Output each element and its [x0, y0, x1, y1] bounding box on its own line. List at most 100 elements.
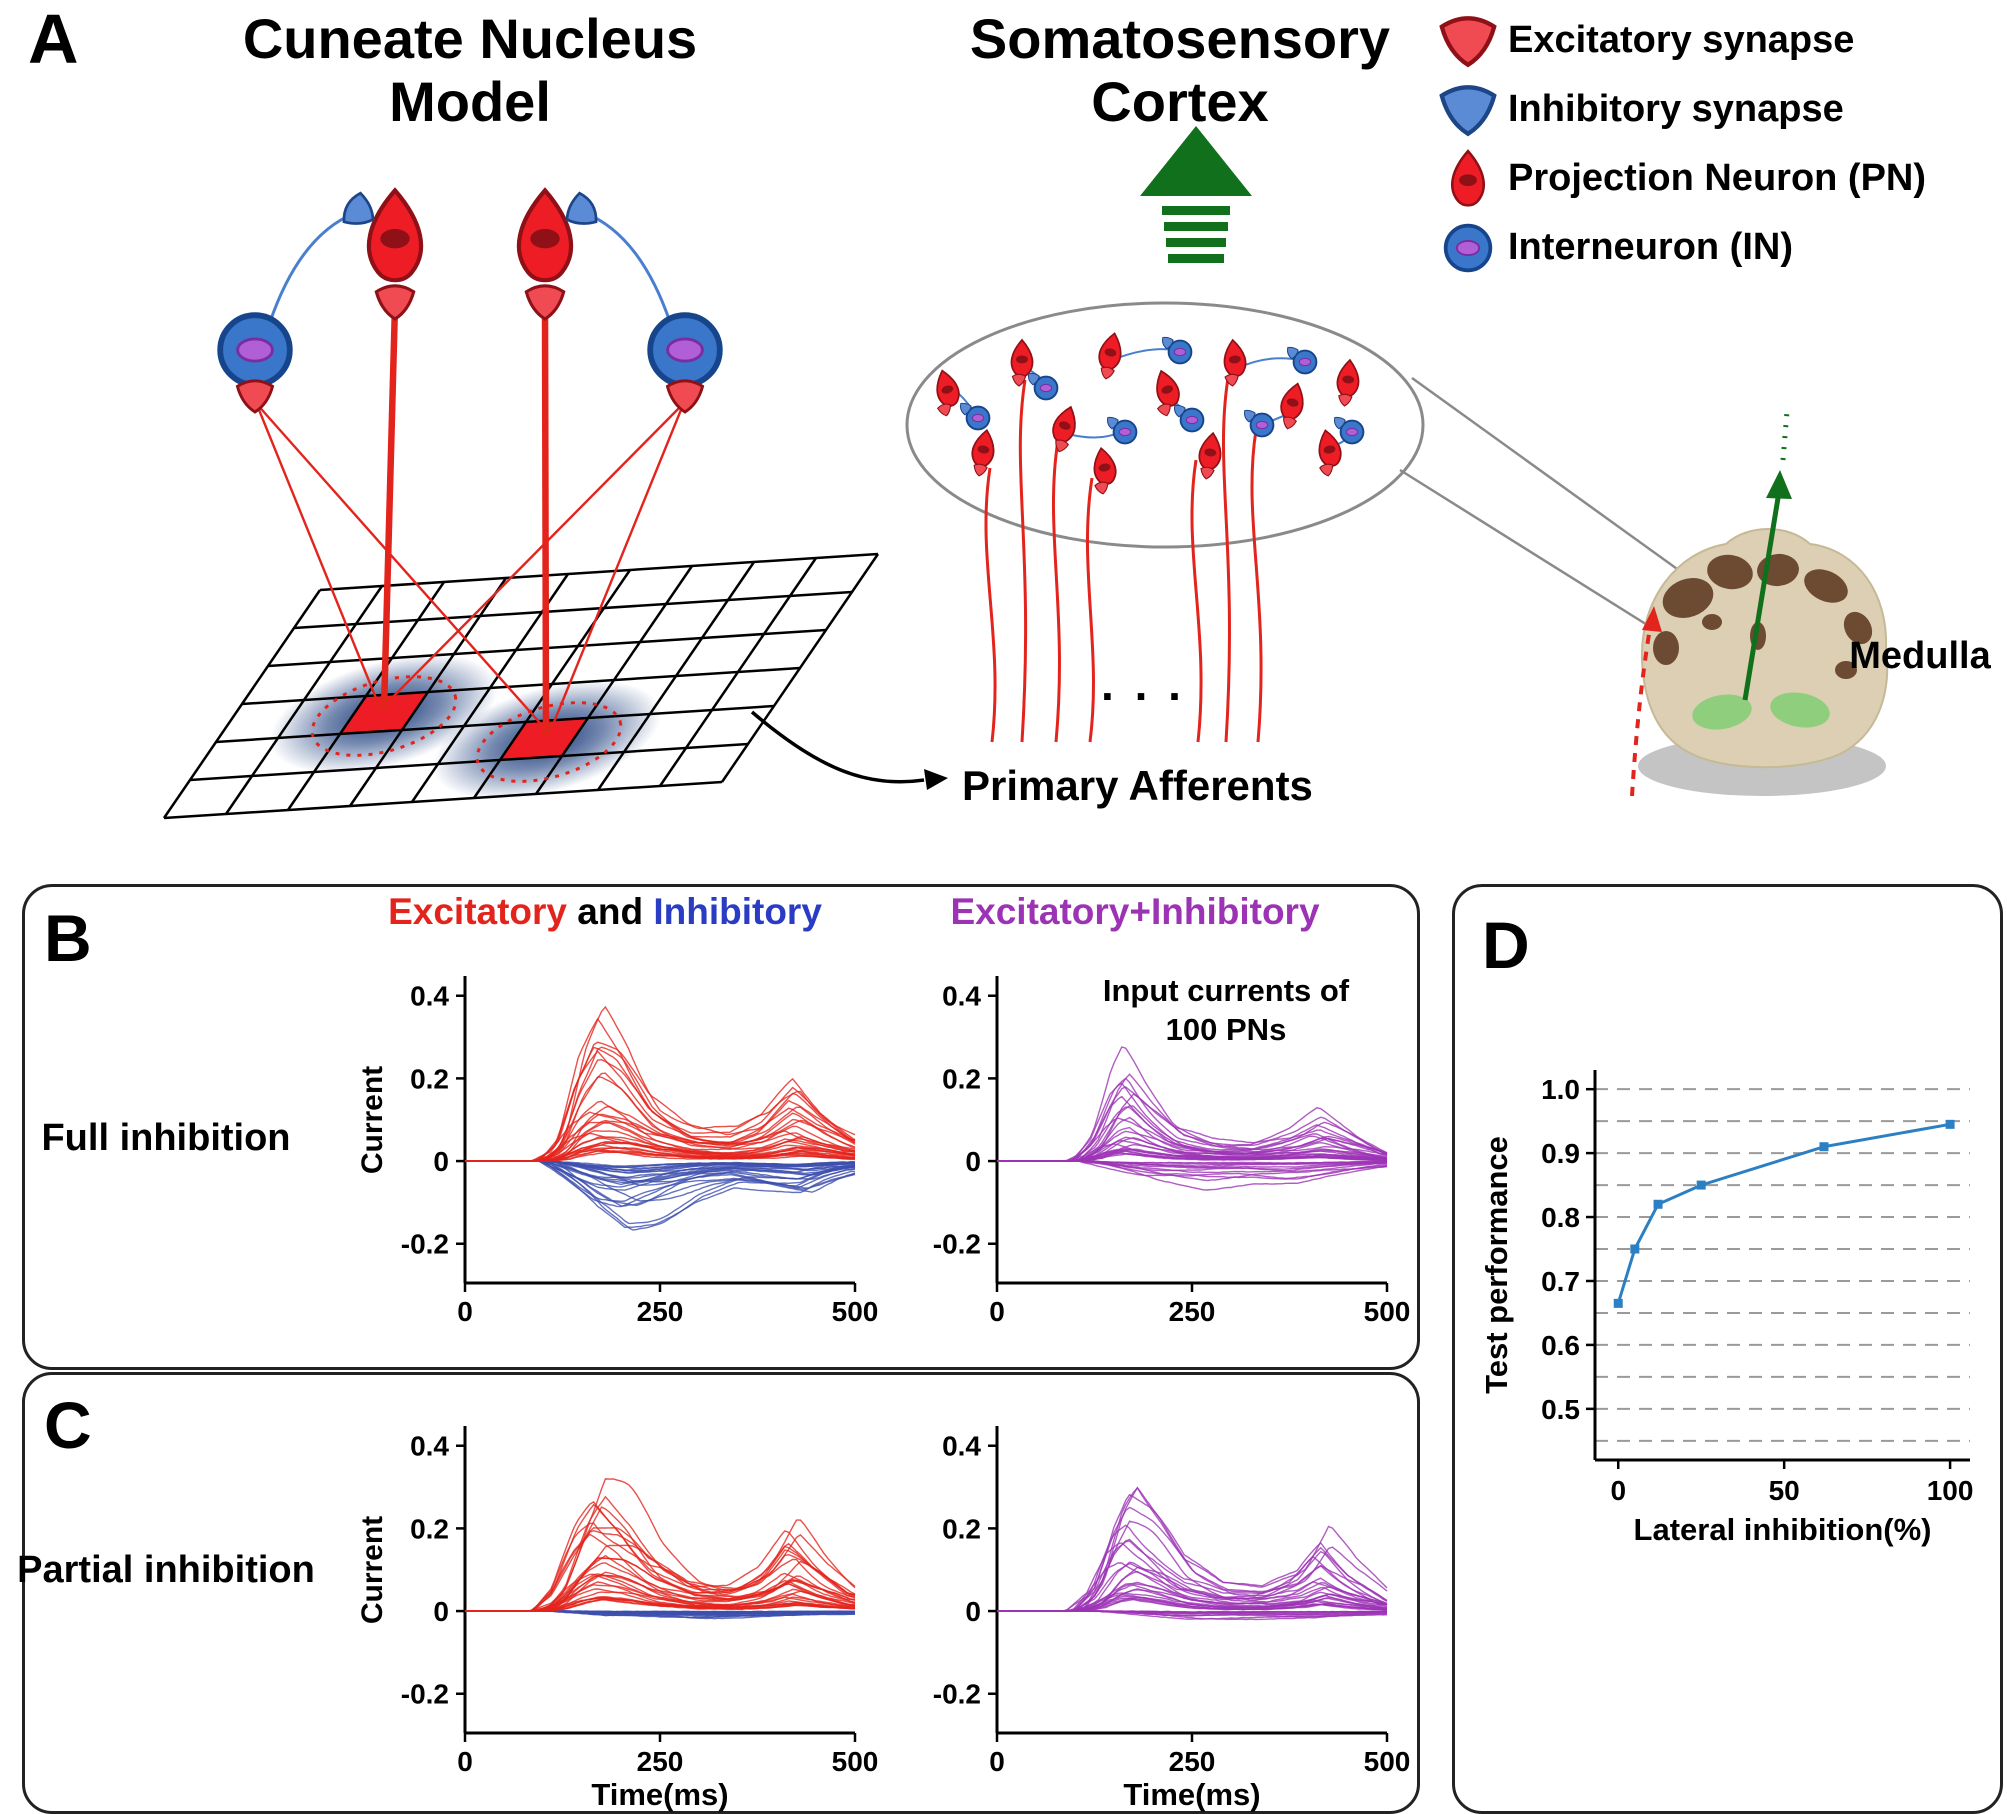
series-excitatory [464, 1478, 856, 1613]
excitatory-synapse-icon [374, 284, 416, 321]
svg-text:250: 250 [1169, 1746, 1216, 1777]
performance-series [1613, 1119, 1955, 1308]
axes: 0.5 0.6 0.7 0.8 0.9 1.0 0 50 100 Test performance… [1479, 1070, 1973, 1547]
svg-text:0.2: 0.2 [410, 1063, 449, 1094]
svg-text:250: 250 [637, 1746, 684, 1777]
svg-text:500: 500 [832, 1746, 879, 1777]
legend-item-projection-neuron: Projection Neuron (PN) [1428, 144, 2006, 213]
svg-text:0: 0 [457, 1746, 473, 1777]
svg-text:500: 500 [832, 1296, 879, 1327]
chart-test-performance: 0.5 0.6 0.7 0.8 0.9 1.0 0 50 100 Test performance… [1479, 1070, 1973, 1547]
chart-partial-inhibition-sum: 0.4 0.2 0 -0.2 0 250 500 Time(ms) [933, 1426, 1410, 1812]
svg-text:Time(ms): Time(ms) [1123, 1777, 1260, 1812]
medulla-label: Medulla [1849, 635, 1991, 677]
series-sum-negative-part [996, 1610, 1388, 1621]
callout-lines [1399, 376, 1699, 650]
svg-text:0.2: 0.2 [942, 1513, 981, 1544]
receptive-field-grid [162, 552, 880, 820]
legend-label: Projection Neuron (PN) [1508, 157, 1927, 199]
svg-text:0.6: 0.6 [1541, 1330, 1580, 1361]
gridlines [1595, 1088, 1970, 1442]
projection-neuron-right [519, 190, 571, 280]
chart-partial-inhibition-exc-inh: 0.4 0.2 0 -0.2 0 250 500 Current Time(ms) [356, 1426, 878, 1812]
ellipsis-dots: . . . [1101, 658, 1185, 710]
legend: Excitatory synapse Inhibitory synapse Pr… [1428, 6, 2006, 282]
interneuron-right [650, 315, 720, 385]
excitatory-synapse-icon [1428, 8, 1508, 74]
svg-text:Current: Current [356, 1516, 389, 1624]
series-sum-negative-part [996, 1160, 1388, 1191]
panel-d-tag: D [1482, 908, 1530, 982]
svg-text:0.9: 0.9 [1541, 1138, 1580, 1169]
header-excitatory-plus-inhibitory: Excitatory+Inhibitory [865, 891, 1405, 933]
grid-lines [162, 552, 880, 820]
medulla-illustration [1630, 411, 1889, 797]
lemniscal-output-arrow [1742, 411, 1792, 701]
svg-text:0: 0 [989, 1296, 1005, 1327]
axes: 0.4 0.2 0 -0.2 0 250 500 [933, 976, 1411, 1327]
svg-text:0.4: 0.4 [410, 1431, 449, 1462]
svg-text:-0.2: -0.2 [401, 1229, 449, 1260]
cuneate-model-title: Cuneate Nucleus Model [242, 7, 698, 133]
inhibitory-synapse-icon [1428, 77, 1508, 143]
svg-text:-0.2: -0.2 [933, 1679, 981, 1710]
excitatory-synapse-icon [235, 379, 275, 414]
partial-inhibition-label: Partial inhibition [17, 1549, 315, 1591]
svg-text:500: 500 [1364, 1746, 1411, 1777]
series-excitatory-inhibitory [996, 1046, 1388, 1163]
svg-text:0: 0 [433, 1596, 449, 1627]
axes: 0.4 0.2 0 -0.2 0 250 500 Current [356, 976, 878, 1327]
svg-text:500: 500 [1364, 1296, 1411, 1327]
inhibitory-connection-left [268, 211, 356, 323]
projection-neuron-left [369, 190, 421, 280]
svg-text:0: 0 [965, 1596, 981, 1627]
series-excitatory [464, 1005, 856, 1163]
cortex-network [931, 330, 1365, 496]
receptive-field-outline [310, 675, 458, 757]
somatosensory-cortex-title: Somatosensory Cortex [969, 7, 1391, 133]
svg-text:50: 50 [1769, 1475, 1800, 1506]
axes: 0.4 0.2 0 -0.2 0 250 500 Time(ms) [933, 1426, 1411, 1812]
svg-text:100: 100 [1927, 1475, 1974, 1506]
panel-a-illustration: Primary Afferents . . . [162, 126, 1992, 820]
input-currents-annotation: Input currents of 100 PNs [1102, 973, 1350, 1047]
primary-afferents-pointer-arrow [750, 710, 948, 790]
interneuron-icon [1443, 223, 1493, 272]
header-part-excitatory: Excitatory [388, 891, 568, 932]
svg-text:0.4: 0.4 [410, 981, 449, 1012]
svg-text:0.8: 0.8 [1541, 1202, 1580, 1233]
axes: 0.4 0.2 0 -0.2 0 250 500 Current Time(ms) [356, 1426, 878, 1812]
medulla-green-nuclei [1692, 692, 1830, 730]
legend-label: Excitatory synapse [1508, 19, 1855, 61]
svg-text:0.5: 0.5 [1541, 1394, 1580, 1425]
svg-text:1.0: 1.0 [1541, 1074, 1580, 1105]
svg-text:0: 0 [989, 1746, 1005, 1777]
excitatory-synapse-icon [524, 284, 566, 321]
svg-text:0: 0 [1610, 1475, 1626, 1506]
interneuron-left [220, 315, 290, 385]
full-inhibition-label: Full inhibition [41, 1117, 291, 1159]
svg-text:0.7: 0.7 [1541, 1266, 1580, 1297]
svg-text:Current: Current [356, 1066, 389, 1174]
header-excitatory-and-inhibitory: Excitatory and Inhibitory [335, 891, 875, 933]
svg-text:250: 250 [1169, 1296, 1216, 1327]
svg-text:Test performance: Test performance [1479, 1136, 1514, 1394]
svg-text:0.2: 0.2 [942, 1063, 981, 1094]
receptive-field-outline [475, 701, 623, 783]
svg-text:0.4: 0.4 [942, 1431, 981, 1462]
svg-text:0: 0 [965, 1146, 981, 1177]
svg-text:-0.2: -0.2 [401, 1679, 449, 1710]
legend-item-interneuron: Interneuron (IN) [1428, 213, 2006, 282]
afferent-projection-lines [253, 304, 687, 737]
header-part-inhibitory: Inhibitory [653, 891, 822, 932]
svg-text:0.4: 0.4 [942, 981, 981, 1012]
svg-text:0.2: 0.2 [410, 1513, 449, 1544]
legend-item-inhibitory-synapse: Inhibitory synapse [1428, 75, 2006, 144]
header-sum-label: Excitatory+Inhibitory [950, 891, 1320, 932]
legend-label: Inhibitory synapse [1508, 88, 1844, 130]
chart-full-inhibition-exc-inh: 0.4 0.2 0 -0.2 0 250 500 Current [356, 976, 878, 1327]
svg-text:250: 250 [637, 1296, 684, 1327]
svg-text:0: 0 [433, 1146, 449, 1177]
panel-c-tag: C [44, 1388, 92, 1462]
